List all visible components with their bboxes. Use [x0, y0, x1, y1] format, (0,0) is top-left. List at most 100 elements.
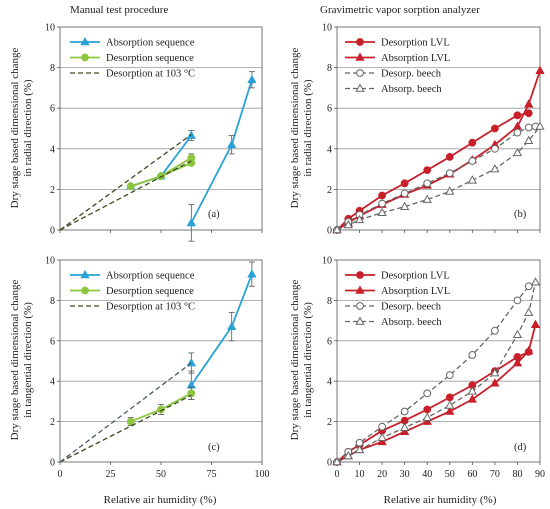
panel-c-plot-area — [60, 260, 262, 462]
panel-a-ytick-label: 8 — [50, 63, 55, 74]
panel-b-series-3-point — [445, 186, 455, 195]
ylabel-radial-right: Dry stage based dimensional change in ra… — [289, 48, 314, 209]
panel-d-series-2-point — [400, 407, 409, 416]
ylabel-radial-right-line2: in radial direction (%) — [302, 79, 314, 177]
ylabel-tangential-right: Dry stage based dimensional change in ta… — [289, 280, 314, 441]
panel-c-series-2-line — [59, 394, 192, 463]
panel-b-series-1-point — [535, 65, 545, 74]
panel-d-series-1-point — [490, 378, 500, 387]
panel-d-ytick-label: 2 — [327, 417, 332, 428]
panel-a-plot-area — [60, 27, 262, 230]
panel-c-ytick-label: 8 — [50, 296, 55, 307]
panel-d-xtick-label: 70 — [490, 469, 500, 480]
panel-a-series-2-point — [187, 159, 196, 167]
panel-c-tag: (c) — [208, 442, 220, 453]
panel-a-legend-label: Desorption sequence — [106, 53, 194, 64]
panel-a-series-0-point — [186, 217, 196, 227]
panel-d-series-3-point — [400, 422, 410, 431]
panel-b-legend-marker — [356, 38, 364, 46]
panel-a-series-4-line — [59, 134, 192, 231]
panel-c-xtick-label: 0 — [58, 469, 63, 480]
panel-a-series-0-point — [247, 74, 257, 84]
panel-a-series-3 — [59, 160, 192, 231]
panel-d-series-3-point — [530, 277, 541, 286]
ylabel-tangential-right-line1: Dry stage based dimensional change — [289, 280, 301, 441]
panel-b-series-0-point — [400, 179, 409, 188]
panel-a-series-0 — [126, 71, 257, 242]
panel-b-series-3-point — [512, 147, 523, 157]
panel-b-ytick-label: 2 — [327, 185, 332, 196]
panel-b-legend-marker — [355, 83, 365, 92]
left-column-title: Manual test procedure — [70, 4, 168, 16]
panel-c-legend: Absorption sequence Desorption sequence De… — [70, 269, 195, 313]
panel-c-xtick-label: 50 — [156, 469, 166, 480]
ylabel-radial-line2: in radial direction (%) — [22, 79, 34, 177]
panel-d-ytick-label: 4 — [327, 377, 332, 388]
panel-d-xtick-label: 30 — [400, 469, 410, 480]
panel-d-series-2-point — [423, 389, 432, 398]
panel-d-series-3-point — [343, 450, 353, 460]
panel-b-series-3-point — [524, 135, 534, 144]
panel-b-ytick-label: 10 — [322, 23, 332, 34]
panel-a-series-4 — [59, 134, 192, 231]
panel-c-series-1 — [126, 386, 196, 427]
panel-b-series-3-line — [336, 126, 541, 231]
panel-d-legend-marker — [355, 316, 365, 325]
panel-b-ytick-label: 6 — [327, 104, 332, 115]
panel-b-series-2-point — [524, 123, 533, 132]
panel-d-plot-area — [337, 260, 540, 462]
panel-d-legend-label: Desorption LVL — [381, 271, 450, 282]
panel-b-series-2-point — [468, 157, 477, 165]
panel-d-series-2-point — [524, 282, 533, 291]
panel-b-ytick-label: 8 — [327, 63, 332, 74]
panel-b-legend: Desorption LVL Absorption LVL Desorp. beec… — [345, 38, 450, 95]
panel-b-series-0-point — [524, 109, 533, 118]
panel-a-ytick-label: 0 — [50, 226, 55, 237]
panel-d-ytick-label: 8 — [327, 296, 332, 307]
panel-d-ytick-label: 0 — [327, 458, 332, 469]
panel-a-ytick-label: 4 — [50, 144, 55, 155]
panel-d-series-3-point — [332, 456, 342, 466]
panel-d-series-3-point — [422, 412, 432, 421]
panel-c-ytick-label: 4 — [50, 377, 55, 388]
panel-d-series-1-point — [524, 345, 534, 355]
panel-b-series-3-point — [377, 207, 387, 217]
xlabel-left: Relative air humidity (%) — [104, 494, 217, 506]
panel-c-ytick-label: 10 — [45, 256, 55, 267]
panel-b-series-0 — [333, 109, 533, 234]
panel-c-ytick-label: 6 — [50, 336, 55, 347]
panel-d-tangential-gravimetric: 0 2 4 6 8 10 0 10 20 30 40 50 60 70 80 90 Desorption LVL… — [322, 256, 545, 481]
panel-c-xtick-label: 100 — [255, 469, 270, 480]
panel-b-series-2-point — [513, 128, 522, 137]
panel-d-xtick-label: 0 — [335, 469, 340, 480]
panel-b-series-3 — [332, 121, 545, 234]
panel-b-series-2-point — [490, 144, 499, 153]
panel-d-ytick-label: 6 — [327, 336, 332, 347]
panel-b-series-0-point — [445, 153, 454, 161]
panel-a-legend-label: Desorption at 103 °C — [106, 69, 195, 80]
panel-a-radial-manual: 0 2 4 6 8 10 Absorption sequence Desorption seq… — [45, 23, 263, 242]
panel-a-legend: Absorption sequence Desorption sequence De… — [70, 36, 195, 80]
panel-d-series-0-point — [445, 393, 454, 402]
panel-a-legend-label: Absorption sequence — [106, 38, 195, 49]
panel-c-series-1-point — [126, 417, 135, 426]
panel-d-legend: Desorption LVL Absorption LVL Desorp. beec… — [345, 271, 450, 328]
panel-d-series-3-point — [467, 386, 477, 395]
panel-a-series-2-point — [126, 182, 135, 191]
panel-a-ytick-label: 10 — [45, 23, 55, 34]
panel-c-series-2 — [59, 394, 192, 463]
panel-b-series-0-point — [513, 111, 522, 120]
panel-b-series-3-point — [343, 219, 353, 229]
panel-d-legend-marker — [356, 271, 364, 279]
panel-d-xtick-label: 10 — [355, 469, 365, 480]
panel-d-xtick-label: 40 — [422, 469, 432, 480]
panel-d-series-3-point — [354, 444, 365, 454]
panel-b-series-2-point — [378, 199, 387, 208]
panel-a-legend-marker — [81, 53, 89, 62]
panel-b-legend-label: Desorp. beech — [381, 69, 442, 80]
panel-b-legend-marker — [355, 52, 365, 61]
panel-c-series-0-point — [247, 269, 257, 278]
